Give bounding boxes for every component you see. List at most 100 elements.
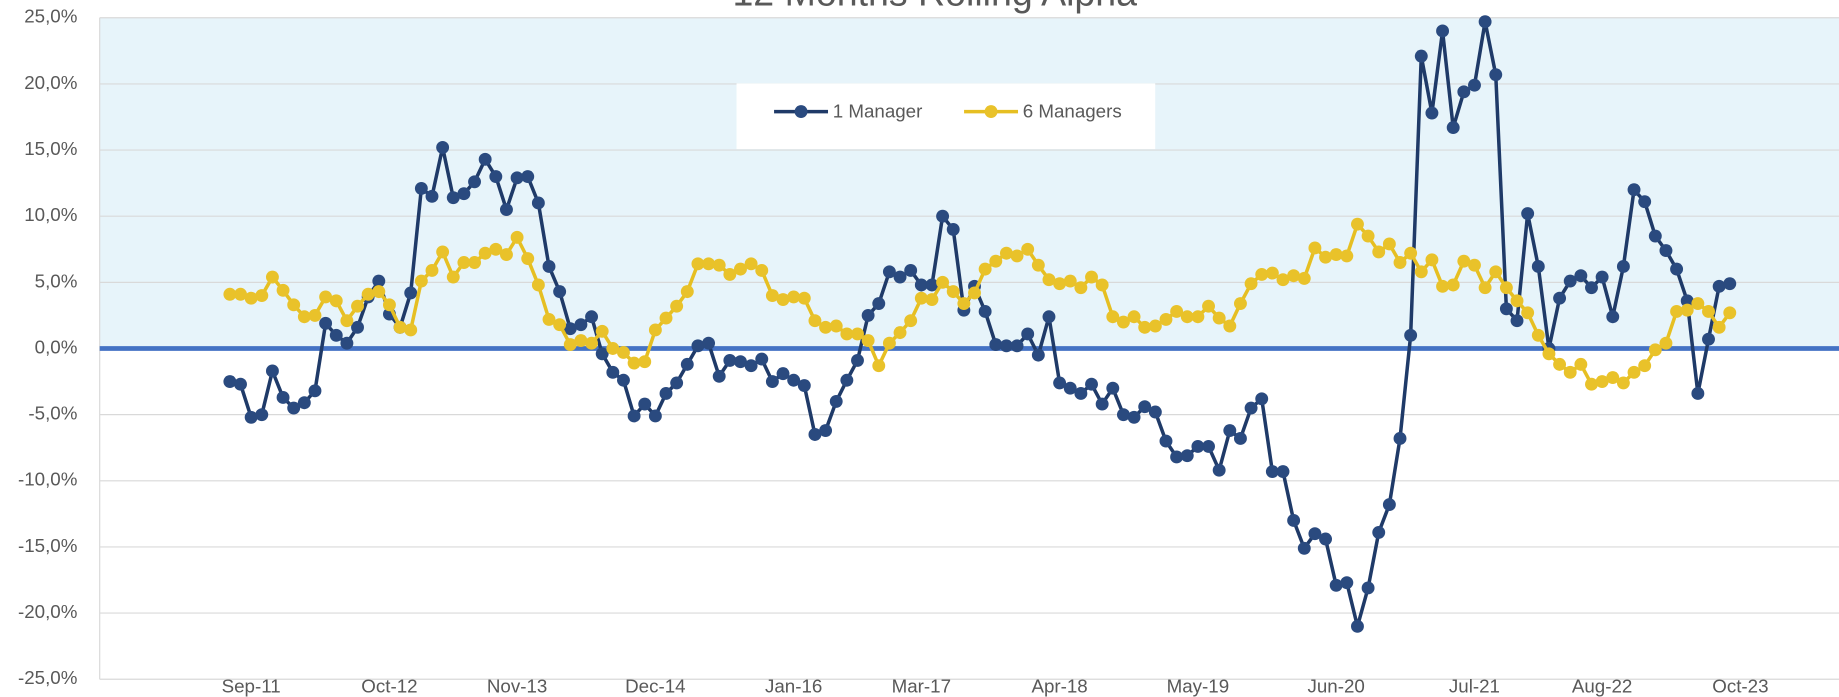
x-tick-label: Oct-12 [361, 675, 417, 696]
marker [436, 140, 450, 154]
marker [1148, 319, 1162, 333]
marker [553, 318, 567, 332]
marker [617, 346, 630, 359]
marker [851, 353, 864, 367]
marker [744, 257, 758, 271]
marker [1063, 274, 1077, 288]
marker [627, 356, 641, 370]
marker [1095, 397, 1109, 411]
marker [712, 258, 726, 272]
marker [1116, 408, 1130, 422]
marker [1297, 271, 1311, 285]
marker [574, 318, 588, 332]
marker [244, 291, 258, 305]
marker [287, 298, 301, 312]
marker [563, 322, 577, 336]
marker [1010, 339, 1024, 353]
marker [1159, 312, 1173, 326]
marker [1680, 303, 1694, 317]
marker [946, 285, 960, 299]
marker [1457, 85, 1471, 99]
marker [1085, 270, 1098, 284]
marker [542, 260, 556, 273]
marker [1585, 281, 1598, 295]
marker [734, 262, 747, 276]
y-tick-label: -15,0% [18, 535, 77, 556]
marker [1542, 347, 1556, 361]
marker [627, 409, 641, 423]
legend-label: 1 Manager [833, 101, 923, 122]
marker [904, 314, 918, 328]
marker [1170, 305, 1184, 318]
marker [1372, 245, 1386, 259]
marker [1702, 332, 1715, 346]
marker [276, 390, 290, 404]
marker [978, 262, 992, 276]
marker [1010, 249, 1024, 263]
y-tick-label: -20,0% [18, 601, 77, 622]
marker [255, 408, 269, 422]
marker [244, 410, 258, 424]
marker [1074, 281, 1088, 295]
marker [478, 246, 492, 260]
y-tick-label: 10,0% [24, 204, 77, 225]
marker [978, 305, 992, 318]
marker [1393, 432, 1407, 445]
marker [861, 308, 875, 322]
marker [1085, 377, 1098, 391]
x-tick-label: Dec-14 [625, 675, 685, 696]
marker [680, 357, 694, 371]
marker [265, 270, 279, 284]
marker [1287, 269, 1301, 283]
marker [255, 289, 269, 303]
marker [1276, 273, 1290, 287]
marker [872, 297, 886, 310]
marker [1382, 498, 1396, 512]
marker [1148, 405, 1162, 419]
marker [1329, 578, 1343, 592]
marker [1616, 376, 1630, 390]
marker [308, 384, 322, 398]
marker [1659, 244, 1673, 258]
marker [808, 428, 822, 441]
x-tick-label: Mar-17 [892, 675, 951, 696]
y-tick-label: 25,0% [24, 6, 77, 27]
marker [925, 293, 939, 307]
marker [1031, 348, 1045, 362]
marker [1127, 310, 1141, 324]
marker [617, 373, 630, 387]
marker [648, 409, 662, 423]
marker [765, 375, 779, 389]
marker [1585, 377, 1598, 391]
marker [425, 189, 439, 203]
marker [797, 291, 811, 305]
marker [1255, 392, 1269, 406]
marker [1106, 381, 1120, 395]
marker [531, 278, 545, 292]
marker [1053, 376, 1067, 390]
marker [1574, 357, 1588, 371]
marker [489, 242, 503, 256]
marker [606, 342, 620, 355]
legend-label: 6 Managers [1023, 101, 1122, 122]
marker [723, 353, 737, 367]
marker [1638, 359, 1652, 373]
marker [468, 256, 481, 269]
marker [489, 170, 503, 183]
marker [1574, 269, 1588, 283]
marker [1648, 229, 1662, 243]
series-line [229, 222, 1732, 386]
marker [1468, 78, 1481, 92]
marker [478, 152, 492, 166]
marker [734, 355, 747, 369]
marker [712, 369, 726, 383]
marker [1202, 299, 1215, 313]
marker [989, 338, 1003, 351]
marker [648, 323, 662, 337]
marker [1287, 514, 1301, 527]
marker [308, 308, 322, 322]
marker [1233, 432, 1247, 445]
marker [1691, 297, 1705, 310]
marker [1223, 424, 1237, 437]
marker [1616, 260, 1630, 273]
